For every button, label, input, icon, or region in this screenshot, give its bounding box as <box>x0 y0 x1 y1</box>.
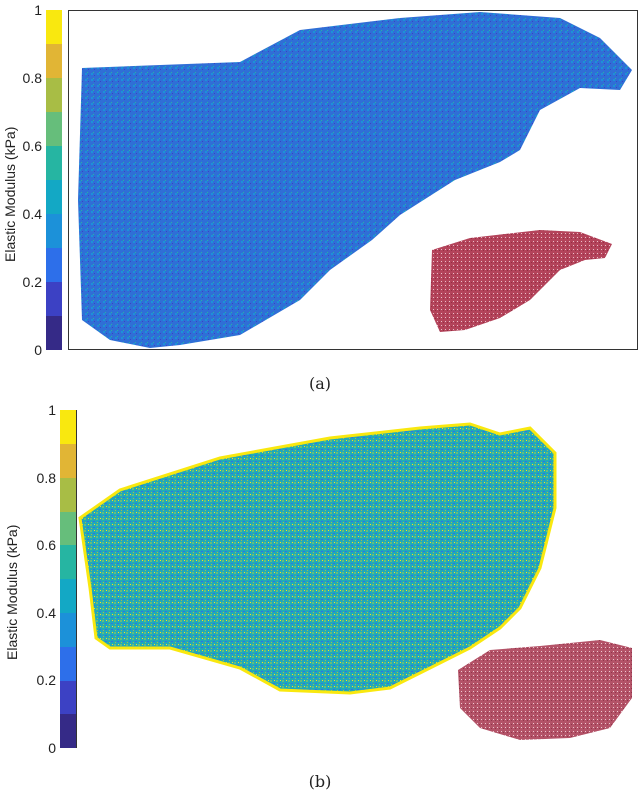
colorbar-tick-label: 0.8 <box>22 70 42 86</box>
elasticity-map <box>78 422 632 740</box>
colorbar-segment <box>60 579 76 613</box>
colorbar-segment <box>60 714 76 749</box>
colorbar-tick-label: 0.4 <box>22 206 42 222</box>
colorbar <box>60 410 76 749</box>
colorbar-tick-label: 0.6 <box>36 537 56 554</box>
colorbar-segment <box>46 10 62 44</box>
colorbar-segment <box>60 443 76 478</box>
colorbar-tick-label: 0 <box>48 740 56 756</box>
colorbar-tick-label: 1 <box>48 402 56 418</box>
colorbar-segment <box>60 680 76 715</box>
tissue-map-a <box>78 12 632 348</box>
colorbar-segment <box>46 112 62 146</box>
colorbar-tick-label: 0 <box>34 342 42 358</box>
colorbar-segment <box>46 180 62 214</box>
colorbar-segment <box>60 511 76 546</box>
colorbar-tick-label: 0.6 <box>22 138 42 154</box>
caption: (a) <box>308 374 332 393</box>
colorbar-tick-label: 0.8 <box>36 469 56 486</box>
colorbar <box>46 10 62 350</box>
plot-area <box>68 10 638 350</box>
colorbar-tick-label: 1 <box>34 2 42 18</box>
colorbar-tick-label: 0.2 <box>22 274 42 290</box>
colorbar-segment <box>46 44 62 78</box>
colorbar-segment <box>60 477 76 512</box>
elasticity-map <box>78 12 632 348</box>
colorbar-segment <box>60 545 76 580</box>
figure-panel-b: Elastic Modulus (kPa) 0 0.2 0.4 0.6 0.8 1 (b) <box>0 398 640 798</box>
colorbar-tick-label: 0.2 <box>36 672 56 689</box>
colorbar-segment <box>46 316 62 350</box>
colorbar-segment <box>60 612 76 647</box>
colorbar-segment <box>46 282 62 316</box>
colorbar-axis-line <box>76 410 77 748</box>
colorbar-segment <box>46 78 62 112</box>
figure-panel-a: Elastic Modulus (kPa) 0 0.2 0.4 0.6 0.8 1 (a) <box>0 0 640 398</box>
colorbar-segment <box>46 214 62 248</box>
tissue-map-b <box>78 422 557 695</box>
colorbar-segment <box>60 646 76 681</box>
colorbar-segment <box>60 410 76 444</box>
histology-inset-a <box>430 230 612 332</box>
colorbar-tick-label: 0.4 <box>36 604 56 621</box>
colorbar-segment <box>46 248 62 282</box>
caption: (b) <box>308 772 332 791</box>
colorbar-segment <box>46 146 62 180</box>
histology-inset-b <box>458 640 632 740</box>
